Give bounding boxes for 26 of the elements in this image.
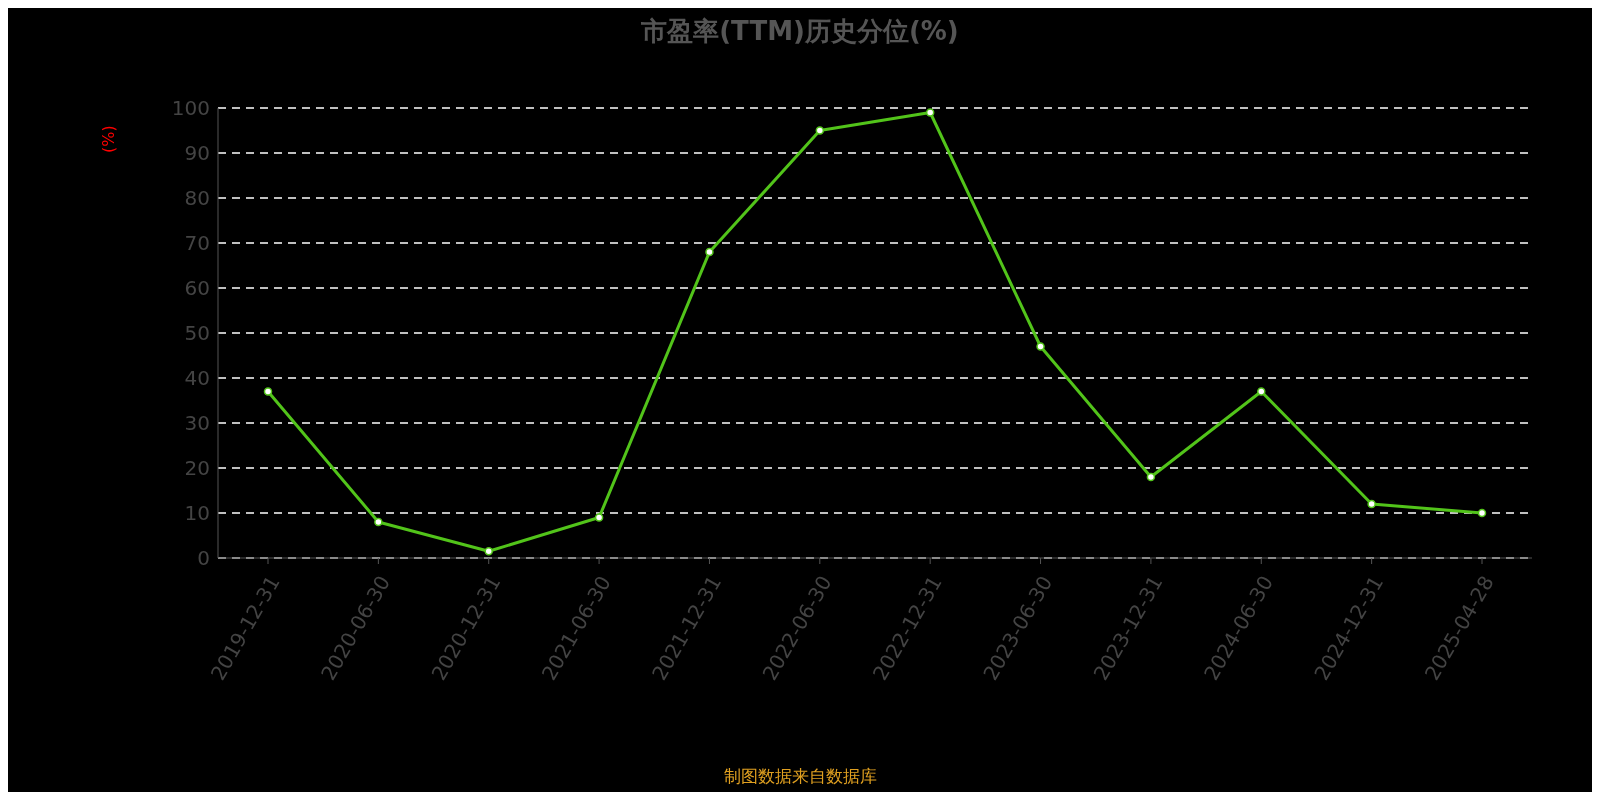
y-tick-label: 60 [184, 276, 210, 301]
point [705, 247, 714, 257]
y-tick-label: 90 [184, 141, 210, 166]
text: 制图数据来自数据库 [722, 765, 878, 788]
point [484, 547, 493, 556]
y-tick-label: 50 [184, 321, 210, 346]
point [1036, 342, 1045, 351]
y-tick-label: 70 [184, 231, 210, 256]
y-tick-label: 40 [184, 366, 210, 391]
y-tick-label: 80 [184, 186, 210, 211]
y-tick-label: 20 [184, 456, 210, 481]
y-tick-label: 100 [171, 96, 210, 121]
y-tick-label: 30 [184, 411, 210, 436]
point [374, 517, 383, 527]
point [1146, 472, 1156, 482]
y-tick-label: 0 [197, 546, 210, 571]
point [815, 126, 825, 135]
point [1477, 508, 1487, 518]
y-tick-label: 10 [184, 501, 210, 526]
point [1367, 499, 1376, 509]
point [594, 513, 604, 522]
point [925, 108, 935, 117]
chart-title: 市盈率(TTM)历史分位(%) [640, 15, 960, 48]
y-axis-title: (%) [99, 125, 119, 153]
point [1257, 387, 1266, 396]
point [263, 387, 273, 396]
